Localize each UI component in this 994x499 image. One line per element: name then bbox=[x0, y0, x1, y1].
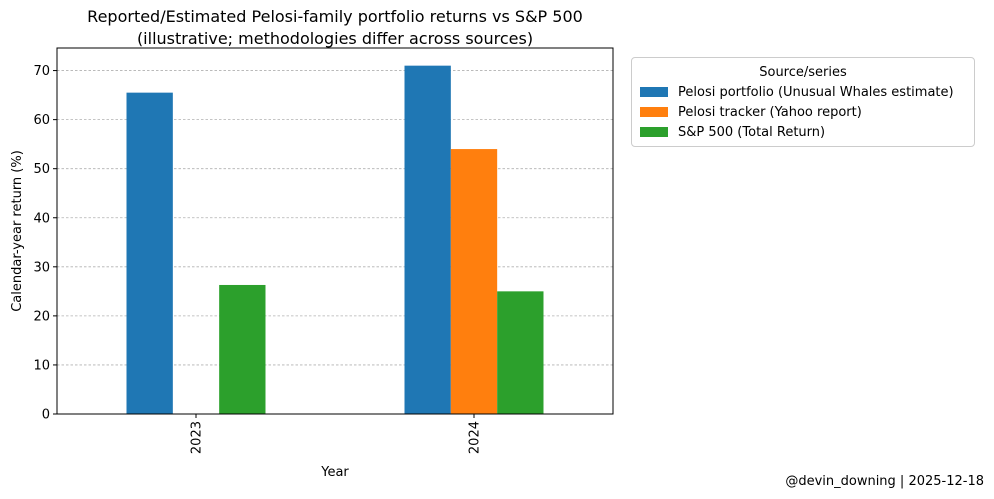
y-tick-label-70: 70 bbox=[33, 64, 50, 79]
bar-2024-series-1 bbox=[450, 149, 498, 414]
legend-item-yahoo: Pelosi tracker (Yahoo report) bbox=[640, 102, 974, 122]
legend-item-sp500: S&P 500 (Total Return) bbox=[640, 122, 974, 142]
bar-2023-series-2 bbox=[219, 284, 266, 414]
y-tick-label-30: 30 bbox=[33, 260, 50, 275]
chart-title-line-2: (illustrative; methodologies differ acro… bbox=[136, 29, 534, 48]
plot-area-frame bbox=[56, 47, 614, 415]
y-tick-label-40: 40 bbox=[33, 211, 50, 226]
bars bbox=[126, 65, 544, 414]
legend-item-unusual-whales: Pelosi portfolio (Unusual Whales estimat… bbox=[640, 82, 974, 102]
y-tick-label-0: 0 bbox=[42, 408, 50, 423]
x-tick-label-2023: 2023 bbox=[190, 421, 205, 454]
bar-2024-series-2 bbox=[497, 291, 544, 414]
x-tick-label-2024: 2024 bbox=[468, 421, 483, 454]
y-axis-ticks: 0 10 20 30 40 50 60 70 bbox=[33, 64, 57, 423]
footer-credit: @devin_downing | 2025-12-18 bbox=[785, 474, 984, 489]
bar-2024-series-0 bbox=[404, 65, 451, 414]
legend-swatch-sp500 bbox=[640, 127, 668, 137]
bar-2023-series-0 bbox=[126, 92, 173, 414]
legend-title: Source/series bbox=[759, 65, 847, 80]
legend-label-yahoo: Pelosi tracker (Yahoo report) bbox=[678, 104, 862, 120]
legend-label-unusual-whales: Pelosi portfolio (Unusual Whales estimat… bbox=[678, 84, 954, 100]
y-tick-label-50: 50 bbox=[33, 162, 50, 177]
y-tick-label-20: 20 bbox=[33, 309, 50, 324]
y-tick-label-10: 10 bbox=[33, 358, 50, 373]
x-axis-ticks: 2023 2024 bbox=[190, 414, 483, 454]
x-axis-label: Year bbox=[320, 465, 349, 480]
y-axis-label: Calendar-year return (%) bbox=[10, 150, 25, 312]
legend: Source/series Pelosi portfolio (Unusual … bbox=[631, 57, 975, 147]
y-tick-label-60: 60 bbox=[33, 113, 50, 128]
legend-swatch-yahoo bbox=[640, 107, 668, 117]
legend-label-sp500: S&P 500 (Total Return) bbox=[678, 124, 826, 140]
legend-swatch-unusual-whales bbox=[640, 87, 668, 97]
chart-title-line-1: Reported/Estimated Pelosi-family portfol… bbox=[87, 7, 583, 26]
